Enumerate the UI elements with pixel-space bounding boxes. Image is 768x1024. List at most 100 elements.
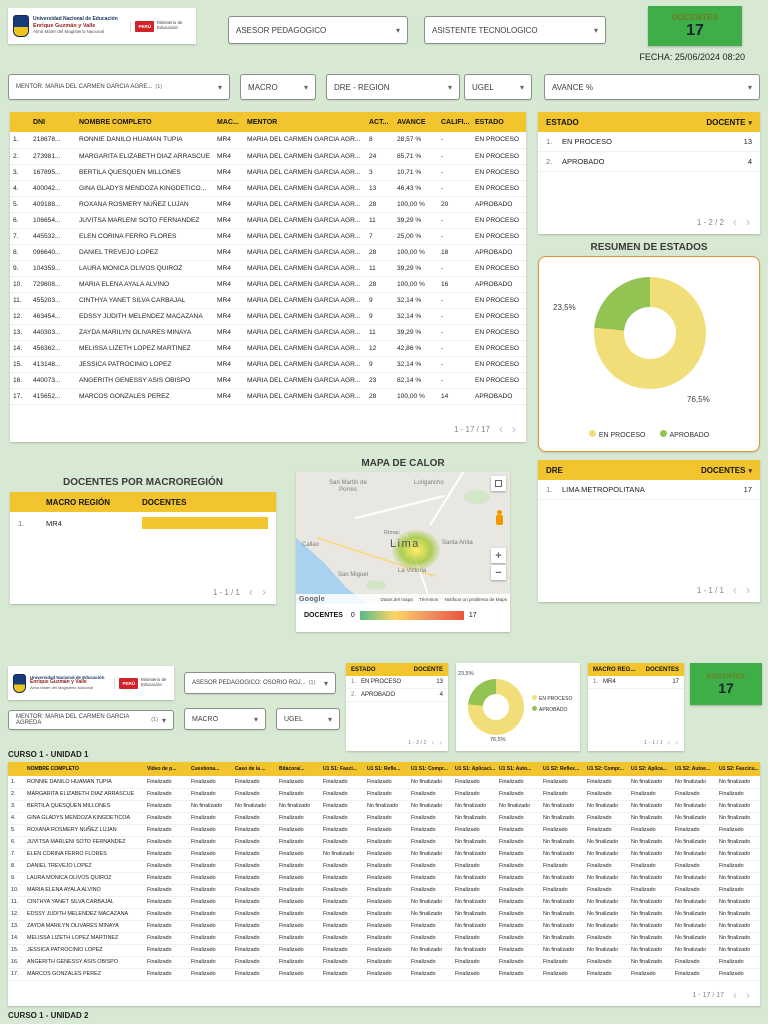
col-header-act[interactable]: ACT...: [366, 112, 394, 132]
col-header-u1s1-autoevaluacion[interactable]: U1 S1: Auto...: [496, 762, 540, 776]
cell-status: Finalizado: [232, 956, 276, 969]
cell-estado: EN PROCESO: [472, 212, 526, 229]
col-header-mentor[interactable]: MENTOR: [244, 112, 366, 132]
col-header-nombre[interactable]: NOMBRE COMPLETO: [76, 112, 214, 132]
col-header-u1s2-autoevaluacion[interactable]: U1 S2: Autoe...: [672, 762, 716, 776]
col-header-estado[interactable]: ESTADO: [472, 112, 526, 132]
dre-region-filter-dropdown[interactable]: DRE - REGION ▾: [326, 74, 460, 100]
chevron-left-icon[interactable]: ‹: [431, 738, 435, 747]
pegman-icon[interactable]: [494, 510, 504, 526]
chevron-left-icon[interactable]: ‹: [733, 988, 737, 1002]
estado-row: 1. EN PROCESO 13: [346, 676, 448, 689]
cell-status: Finalizado: [232, 968, 276, 981]
zoom-out-button[interactable]: −: [491, 565, 506, 580]
cell-status: Finalizado: [276, 824, 320, 837]
cell-status: Finalizado: [496, 956, 540, 969]
cell-status: Finalizado: [144, 956, 188, 969]
col-header-u1s2-aplicacion[interactable]: U1 S2: Aplica...: [628, 762, 672, 776]
col-header-u1s2-reflexion[interactable]: U1 S2: Reflex...: [540, 762, 584, 776]
chevron-right-icon[interactable]: ›: [512, 422, 516, 436]
col-header-estado[interactable]: ESTADO: [546, 117, 579, 127]
cell-status: Finalizado: [144, 944, 188, 957]
chevron-left-icon[interactable]: ‹: [249, 585, 253, 599]
dre-pagination: 1 - 1 / 1 ‹ ›: [697, 584, 750, 596]
macro-mini-header: MACRO REG... DOCENTES: [588, 663, 684, 676]
cell-macro: MR4: [214, 260, 244, 277]
col-header-bitacora[interactable]: Bitácora/...: [276, 762, 320, 776]
chevron-right-icon[interactable]: ›: [439, 738, 442, 747]
col-header-cuestionario[interactable]: Cuestiona...: [188, 762, 232, 776]
asesor-pedagogico-dropdown[interactable]: ASESOR PEDAGOGICO ▾: [228, 16, 408, 44]
chevron-left-icon[interactable]: ‹: [733, 215, 737, 229]
macro-filter-dropdown-2[interactable]: MACRO ▾: [184, 708, 266, 730]
map-park: [464, 490, 490, 504]
col-header-avance[interactable]: AVANCE: [394, 112, 438, 132]
chevron-right-icon[interactable]: ›: [746, 988, 750, 1002]
col-header-u1s1-reflexion[interactable]: U1 S1: Refle...: [364, 762, 408, 776]
cell-estado: EN PROCESO: [472, 340, 526, 357]
avance-filter-dropdown[interactable]: AVANCE % ▾: [544, 74, 760, 100]
cell-act: 11: [366, 212, 394, 229]
chevron-left-icon[interactable]: ‹: [667, 738, 671, 747]
cell-status: Finalizado: [320, 872, 364, 885]
docentes-bar[interactable]: [142, 517, 268, 529]
col-header-macro[interactable]: MAC...: [214, 112, 244, 132]
col-header-macro[interactable]: MACRO REG...: [593, 666, 636, 673]
ugel-filter-dropdown[interactable]: UGEL ▾: [464, 74, 532, 100]
cell-avance: 32,14 %: [394, 356, 438, 373]
chevron-right-icon[interactable]: ›: [675, 738, 678, 747]
cell-status: No finalizado: [716, 872, 760, 885]
legend-item-aprobado[interactable]: APROBADO: [659, 430, 709, 439]
col-header-u1s1-aplicacion[interactable]: U1 S1: Aplicaci...: [452, 762, 496, 776]
col-header-docentes[interactable]: DOCENTES ▾: [701, 465, 752, 475]
macro-filter-dropdown[interactable]: MACRO ▾: [240, 74, 316, 100]
google-map[interactable]: San Martín de Porres Lurigancho Rímac Li…: [296, 472, 510, 604]
cell-status: No finalizado: [628, 836, 672, 849]
asistente-tecnologico-dropdown[interactable]: ASISTENTE TECNOLOGICO ▾: [424, 16, 606, 44]
legend-item-aprobado[interactable]: APROBADO: [532, 706, 572, 713]
row-index: 13.: [8, 920, 24, 933]
mentor-filter-dropdown-2[interactable]: MENTOR: MARIA DEL CARMEN GARCIA AGREDA (…: [8, 710, 174, 730]
estados-donut-chart-mini[interactable]: [468, 679, 524, 735]
estados-donut-chart[interactable]: [594, 277, 706, 389]
chevron-left-icon[interactable]: ‹: [499, 422, 503, 436]
chevron-right-icon[interactable]: ›: [262, 585, 266, 599]
report-problem-link[interactable]: Notificar un problema de Maps: [444, 596, 507, 602]
terms-link[interactable]: Términos: [419, 596, 439, 602]
col-header-dni[interactable]: DNI: [30, 112, 76, 132]
map-data-link[interactable]: Datos del mapa: [380, 596, 413, 602]
ugel-filter-dropdown-2[interactable]: UGEL ▾: [276, 708, 340, 730]
col-header-estado[interactable]: ESTADO: [351, 666, 376, 673]
col-header-u1s1-comprobacion[interactable]: U1 S1: Compr...: [408, 762, 452, 776]
col-header-docentes[interactable]: DOCENTES: [645, 666, 679, 673]
cell-status: Finalizado: [364, 944, 408, 957]
cell-nombre: ROXANA ROSMERY NUÑEZ LUJAN: [76, 196, 214, 213]
col-header-caso[interactable]: Caso de la ...: [232, 762, 276, 776]
col-header-macro-region[interactable]: MACRO REGIÓN: [46, 497, 110, 507]
col-header-docente[interactable]: DOCENTE ▾: [706, 117, 752, 127]
legend-item-en-proceso[interactable]: EN PROCESO: [532, 695, 572, 702]
col-header-calif[interactable]: CALIFI...: [438, 112, 472, 132]
estado-table-card: ESTADO DOCENTE ▾ 1. EN PROCESO 13 2. APRO…: [538, 112, 760, 234]
cell-nombre: JUVITSA MARLENI SOTO FERNANDEZ: [76, 212, 214, 229]
col-header-nombre[interactable]: NOMBRE COMPLETO: [24, 762, 144, 776]
fullscreen-button[interactable]: [491, 476, 506, 491]
legend-item-en-proceso[interactable]: EN PROCESO: [588, 430, 646, 439]
cell-status: Finalizado: [584, 956, 628, 969]
cell-status: Finalizado: [584, 788, 628, 801]
chevron-left-icon[interactable]: ‹: [733, 583, 737, 597]
col-header-u1s2-fasciculo[interactable]: U1 S2: Fascícu...: [716, 762, 760, 776]
avance-filter-label: AVANCE %: [552, 82, 594, 92]
col-header-docentes[interactable]: DOCENTES: [142, 497, 187, 507]
zoom-in-button[interactable]: +: [491, 548, 506, 563]
col-header-u1s2-comprobacion[interactable]: U1 S2: Compr...: [584, 762, 628, 776]
col-header-docente[interactable]: DOCENTE: [413, 666, 443, 673]
chevron-right-icon[interactable]: ›: [746, 583, 750, 597]
asesor-filter-dropdown-2[interactable]: ASESOR PEDAGOGICO: OSORIO ROJ... (1) ▾: [184, 672, 336, 694]
mentor-filter-dropdown[interactable]: MENTOR: MARIA DEL CARMEN GARCIA AGRE... …: [8, 74, 230, 100]
cell-act: 23: [366, 372, 394, 389]
col-header-video[interactable]: Video de p...: [144, 762, 188, 776]
col-header-dre[interactable]: DRE: [546, 465, 563, 475]
chevron-right-icon[interactable]: ›: [746, 215, 750, 229]
col-header-u1s1-fasciculo[interactable]: U1 S1: Fasci...: [320, 762, 364, 776]
